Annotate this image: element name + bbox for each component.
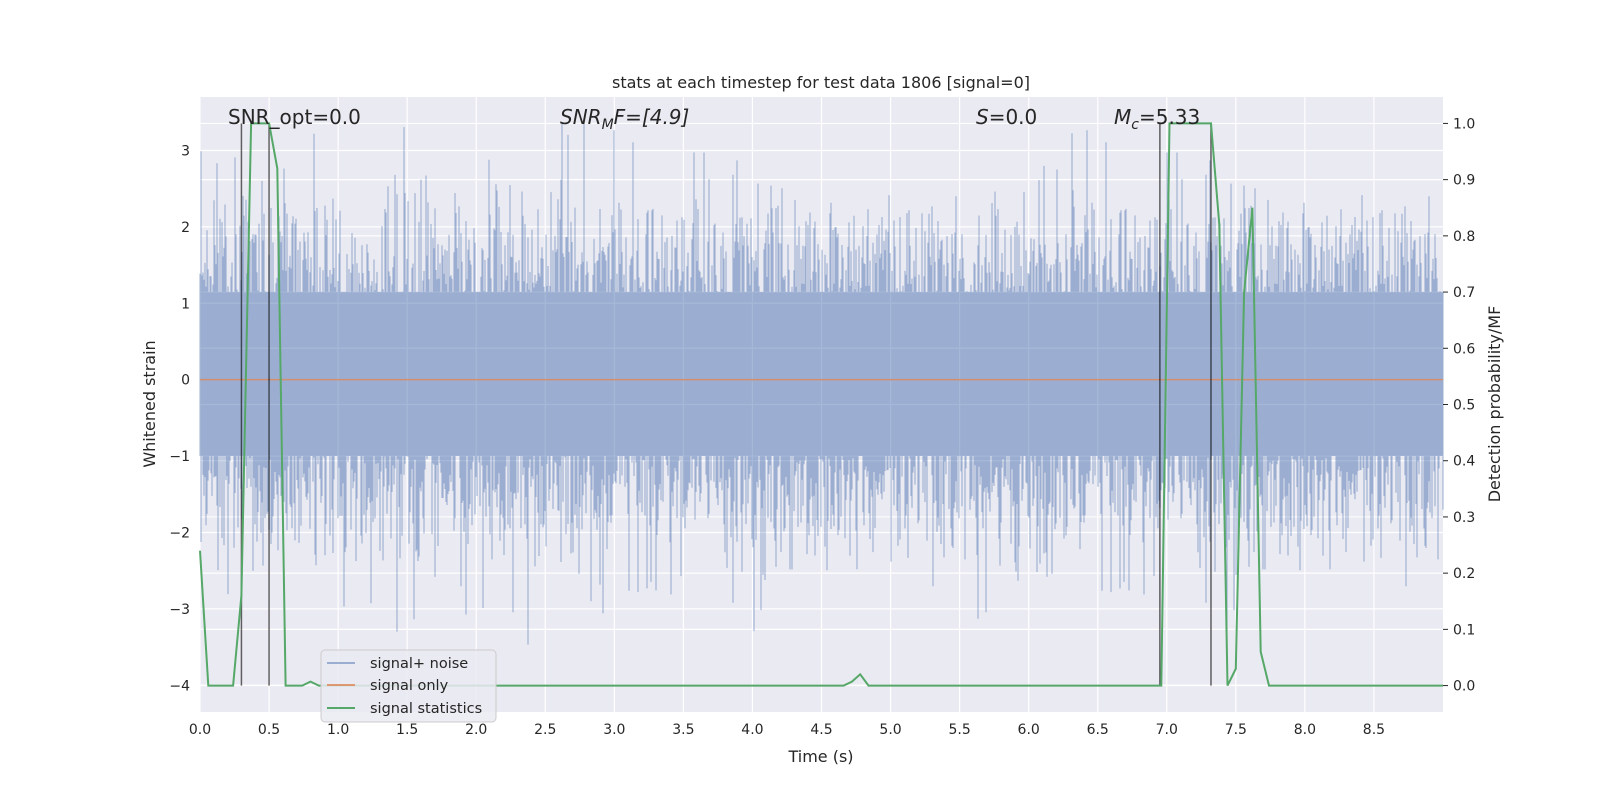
y2-tick-label: 0.3 <box>1453 510 1475 526</box>
annotation-snr-mf-base: SNR <box>560 105 602 129</box>
x-tick-label: 6.5 <box>1087 722 1109 738</box>
x-tick-label: 5.0 <box>879 722 901 738</box>
legend-label-signal-only: signal only <box>370 678 449 694</box>
annotation-s-value: =0.0 <box>989 105 1038 129</box>
annotation-mc-value: =5.33 <box>1139 105 1200 129</box>
y-tick-label: 2 <box>181 220 190 236</box>
y2-tick-label: 0.0 <box>1453 679 1475 695</box>
y-tick-label: 3 <box>181 143 190 159</box>
annotation-snr-mf: SNRMF=[4.9] <box>560 105 689 133</box>
annotation-s-var: S <box>976 105 989 129</box>
y2-tick-label: 0.1 <box>1453 622 1475 638</box>
x-tick-label: 7.0 <box>1156 722 1178 738</box>
x-tick-label: 8.0 <box>1294 722 1316 738</box>
y-axis-label: Whitened strain <box>140 340 159 467</box>
annotation-s: S=0.0 <box>976 105 1037 129</box>
y2-tick-label: 0.2 <box>1453 566 1475 582</box>
y-tick-label: 1 <box>181 296 190 312</box>
y2-tick-label: 0.9 <box>1453 173 1475 189</box>
y-tick-label: 0 <box>181 373 190 389</box>
x-tick-label: 4.0 <box>741 722 763 738</box>
y-tick-label: −2 <box>169 525 190 541</box>
y2-tick-label: 0.7 <box>1453 285 1475 301</box>
series-signal-statistics <box>199 122 1443 687</box>
x-tick-label: 1.0 <box>327 722 349 738</box>
y-tick-label: −1 <box>169 449 190 465</box>
y2-axis-label: Detection probability/MF <box>1485 306 1504 503</box>
annotation-mc-sub: c <box>1131 117 1139 133</box>
annotation-mc-var: M <box>1114 105 1131 129</box>
legend: signal+ noise signal only signal statist… <box>320 649 497 723</box>
y2-tick-label: 0.4 <box>1453 454 1475 470</box>
plot-series <box>199 122 1444 687</box>
x-tick-label: 6.0 <box>1018 722 1040 738</box>
x-tick-label: 7.5 <box>1225 722 1247 738</box>
axis-ticks: 0.0 0.5 1.0 1.5 2.0 2.5 3.0 3.5 4.0 4.5 5.0 5.5 6.0 6… <box>169 116 1475 738</box>
y2-tick-label: 1.0 <box>1453 116 1475 132</box>
y-tick-label: −4 <box>169 678 190 694</box>
x-tick-label: 8.5 <box>1363 722 1385 738</box>
x-tick-label: 0.5 <box>258 722 280 738</box>
y-tick-label: −3 <box>169 602 190 618</box>
x-tick-label: 3.0 <box>603 722 625 738</box>
x-tick-label: 0.0 <box>189 722 211 738</box>
annotation-snr-mf-sub: M <box>602 117 614 133</box>
annotation-snr-opt: SNR_opt=0.0 <box>228 105 361 129</box>
chart-title: stats at each timestep for test data 180… <box>612 73 1030 92</box>
annotation-snr-mf-rest: F=[4.9] <box>614 105 690 129</box>
legend-label-signal-statistics: signal statistics <box>370 701 482 717</box>
annotation-mc: Mc=5.33 <box>1114 105 1200 133</box>
legend-label-signal-noise: signal+ noise <box>370 656 468 672</box>
x-tick-label: 4.5 <box>810 722 832 738</box>
y2-tick-label: 0.6 <box>1453 341 1475 357</box>
x-tick-label: 3.5 <box>672 722 694 738</box>
x-axis-label: Time (s) <box>787 747 853 766</box>
y2-tick-label: 0.8 <box>1453 229 1475 245</box>
x-tick-label: 2.0 <box>465 722 487 738</box>
x-tick-label: 2.5 <box>534 722 556 738</box>
legend-box <box>320 649 497 723</box>
x-tick-label: 1.5 <box>396 722 418 738</box>
x-tick-label: 5.5 <box>948 722 970 738</box>
y2-tick-label: 0.5 <box>1453 398 1475 414</box>
